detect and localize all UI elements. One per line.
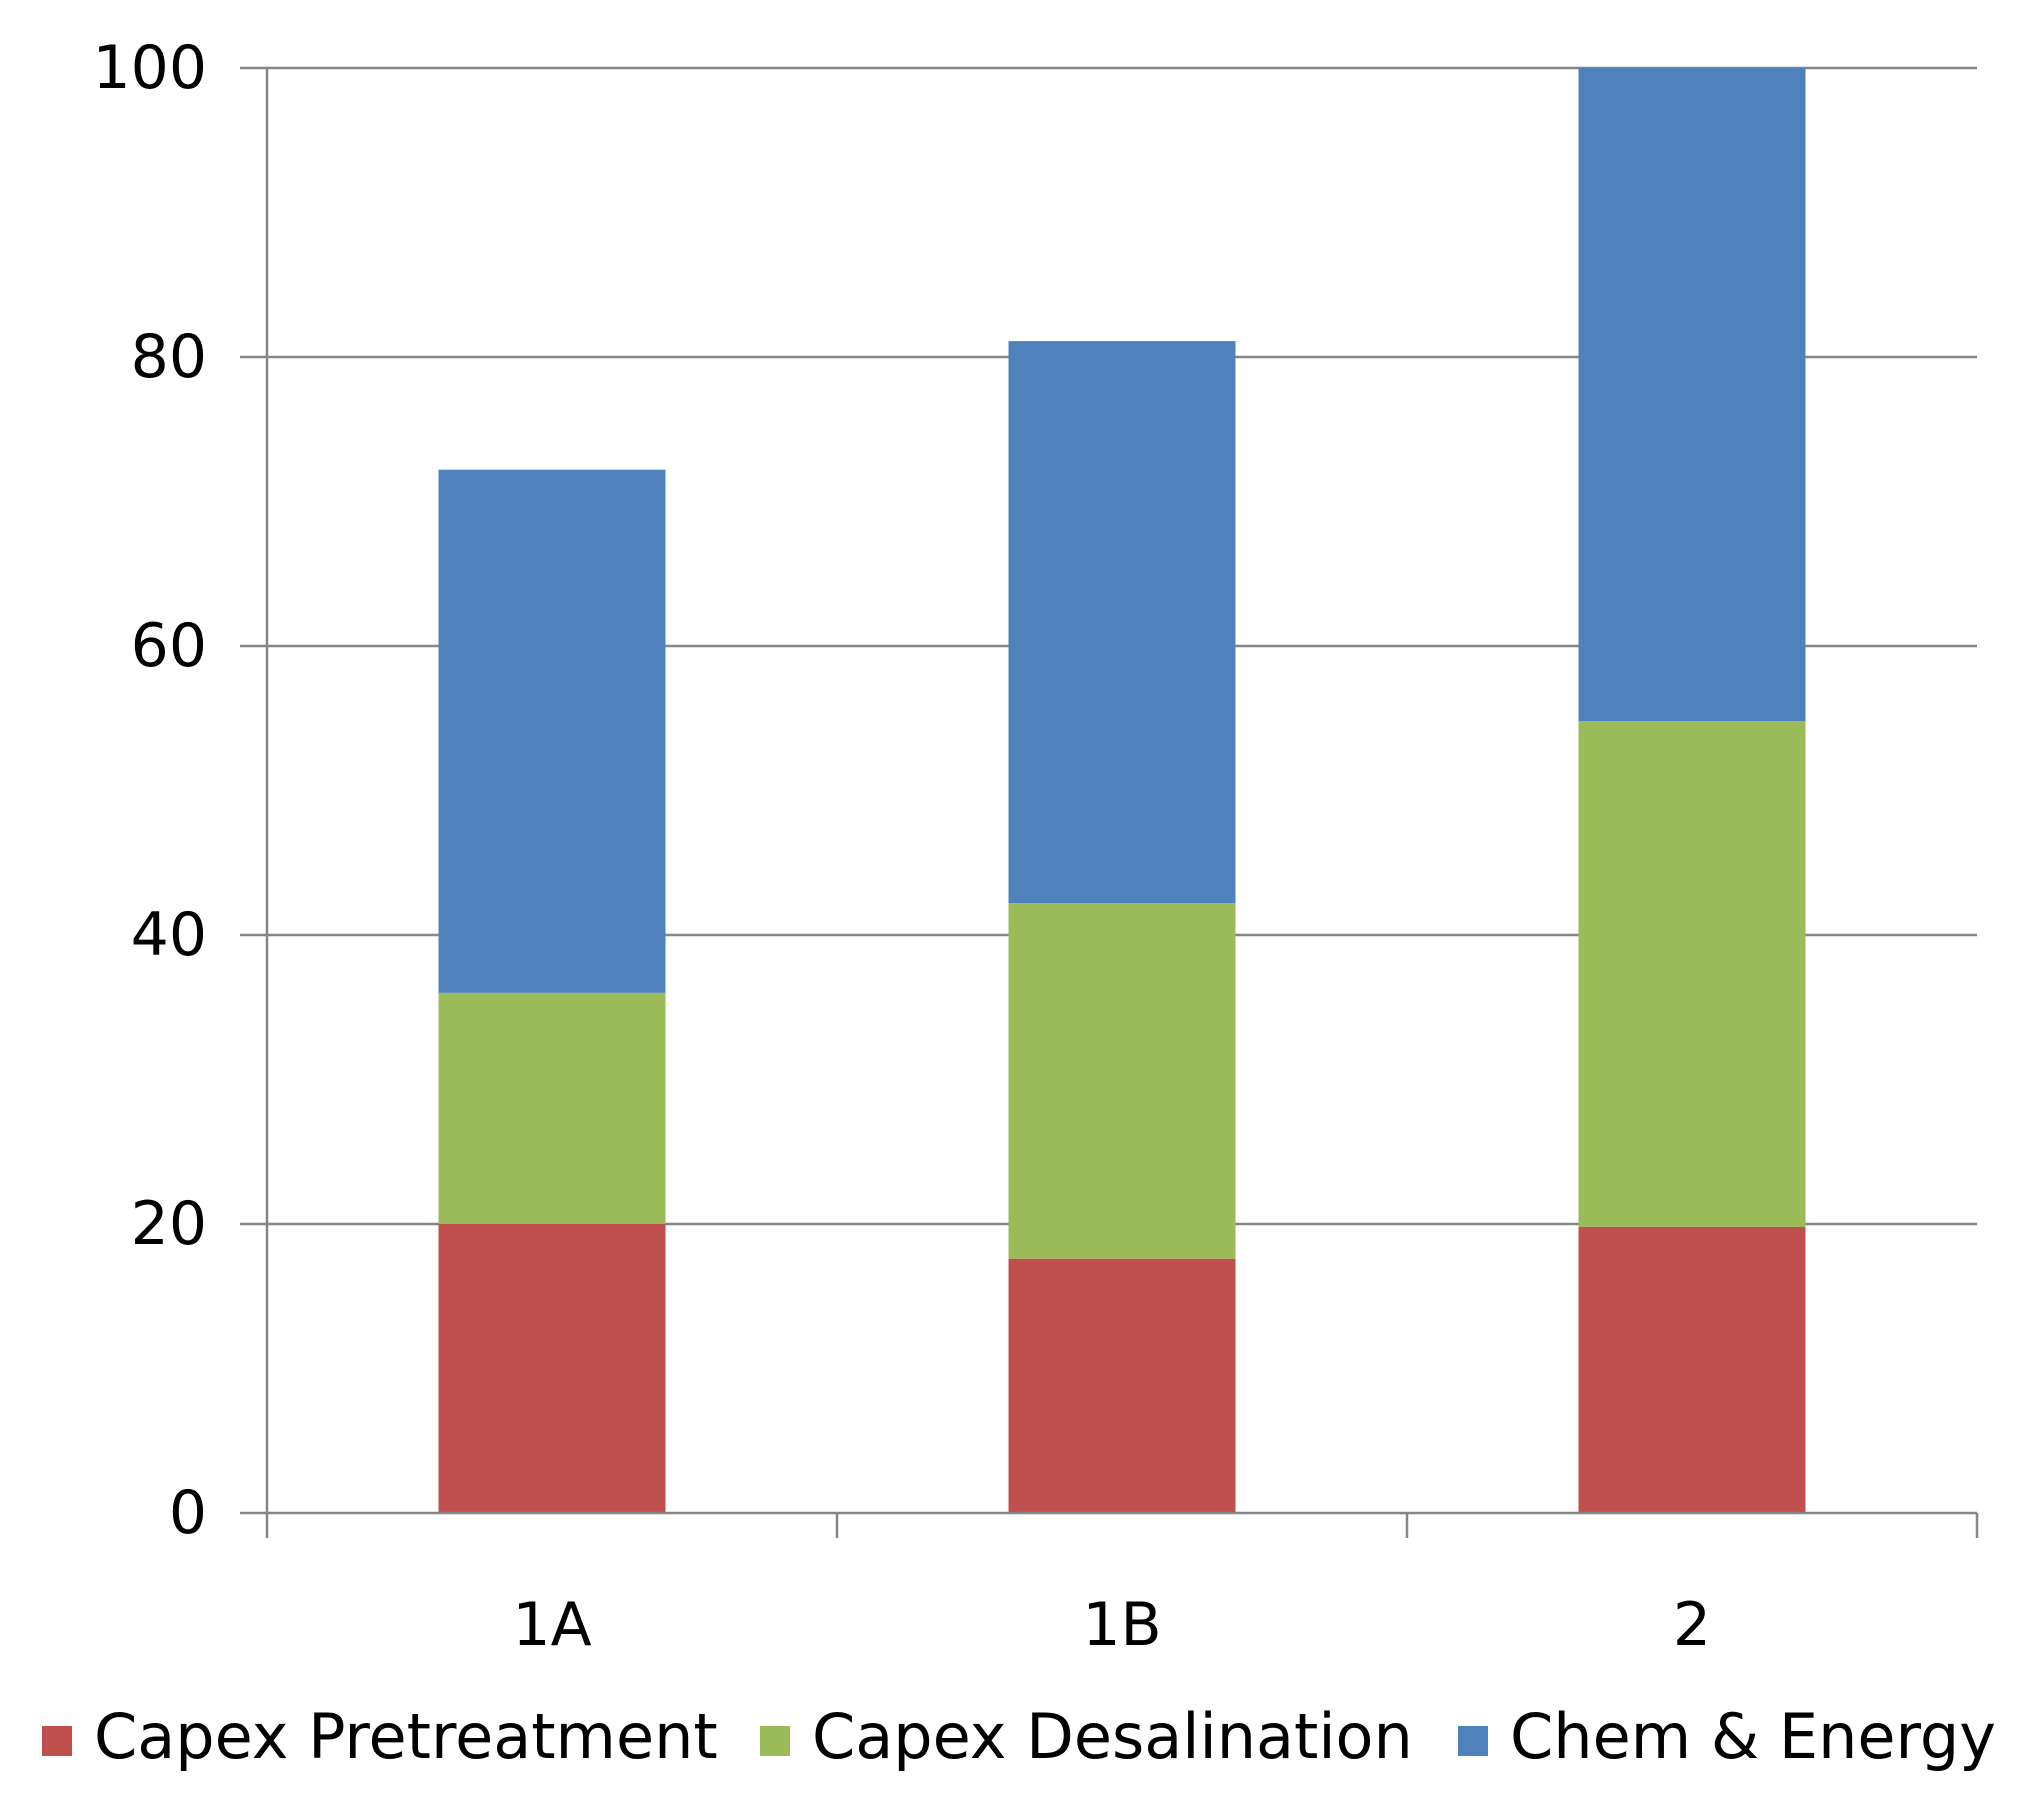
bar-2-capex-pretreatment [1578,1226,1806,1513]
y-tick-label: 0 [169,1478,207,1548]
bar-1A-capex-desalination [438,992,666,1224]
legend-swatch [42,1726,72,1756]
y-tick-label: 80 [131,322,207,392]
y-tick-label: 40 [131,900,207,970]
bar-1A-chem-energy [438,469,666,993]
bar-2-capex-desalination [1578,721,1806,1227]
legend-label: Chem & Energy [1510,1700,1996,1773]
x-tick-label: 1B [1082,1590,1161,1660]
bar-1B-chem-energy [1008,341,1236,904]
legend-swatch [760,1726,790,1756]
axes [240,68,1979,1538]
legend: Capex Pretreatment Capex Desalination Chem… [42,1700,1996,1773]
x-tick-labels: 1A 1B 2 [512,1590,1711,1660]
bar-1B-capex-desalination [1008,903,1236,1259]
bar-2-chem-energy [1578,68,1806,722]
bars [438,68,1806,1513]
x-tick-label: 2 [1673,1590,1711,1660]
bar-1A-capex-pretreatment [438,1224,666,1513]
x-tick-label: 1A [512,1590,591,1660]
legend-label: Capex Desalination [812,1700,1413,1773]
y-tick-label: 60 [131,611,207,681]
y-tick-labels: 0 20 40 60 80 100 [92,33,207,1548]
legend-swatch [1458,1726,1488,1756]
bar-1B-capex-pretreatment [1008,1258,1236,1513]
y-tick-label: 20 [131,1189,207,1259]
legend-label: Capex Pretreatment [94,1700,718,1773]
y-tick-label: 100 [92,33,207,103]
